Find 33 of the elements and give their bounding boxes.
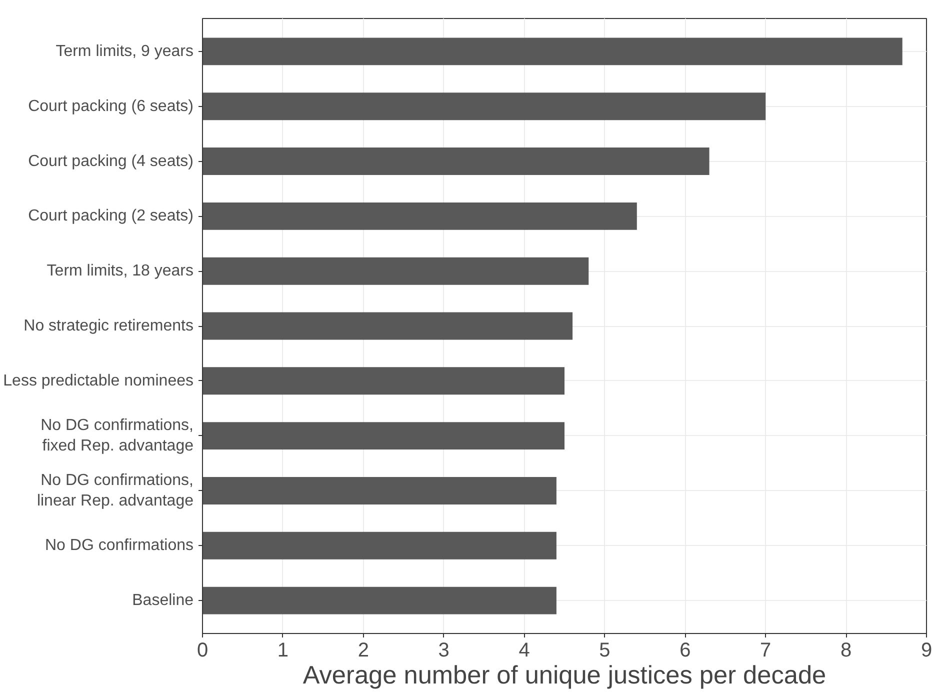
x-tick-label: 6 xyxy=(680,640,691,662)
bar xyxy=(202,477,556,504)
bar xyxy=(202,148,710,175)
x-tick-label: 7 xyxy=(760,640,772,662)
x-tick-label: 9 xyxy=(920,640,932,662)
x-tick-label: 4 xyxy=(518,640,530,662)
bar xyxy=(202,257,589,285)
bar xyxy=(202,422,564,450)
y-tick-label: No DG confirmations xyxy=(45,537,194,554)
bar xyxy=(202,586,556,614)
y-tick-label: Baseline xyxy=(132,592,194,610)
y-tick-label: Term limits, 18 years xyxy=(46,262,194,280)
bar xyxy=(202,92,766,120)
y-tick-label: No DG confirmations, linear Rep. advantage xyxy=(36,472,194,510)
y-tick-label: Court packing (6 seats) xyxy=(28,98,194,115)
x-tick-label: 2 xyxy=(358,640,369,662)
bar xyxy=(202,202,637,230)
y-tick-label: Less predictable nominees xyxy=(3,372,194,390)
y-tick-label: Term limits, 9 years xyxy=(56,42,194,60)
x-tick-label: 8 xyxy=(840,640,852,662)
bar xyxy=(202,312,573,340)
y-tick-label: Court packing (2 seats) xyxy=(28,208,194,225)
x-tick-label: 3 xyxy=(438,640,450,662)
x-axis-title: Average number of unique justices per decade xyxy=(302,662,826,690)
x-tick-label: 1 xyxy=(277,640,289,662)
bar xyxy=(202,38,902,66)
x-tick-label: 5 xyxy=(599,640,610,662)
y-tick-label: Court packing (4 seats) xyxy=(28,152,194,170)
bar xyxy=(202,532,556,560)
y-tick-label: No DG confirmations, fixed Rep. advantage xyxy=(40,417,194,455)
bar xyxy=(202,367,564,395)
x-tick-label: 0 xyxy=(196,640,208,662)
y-tick-label: No strategic retirements xyxy=(24,318,194,334)
